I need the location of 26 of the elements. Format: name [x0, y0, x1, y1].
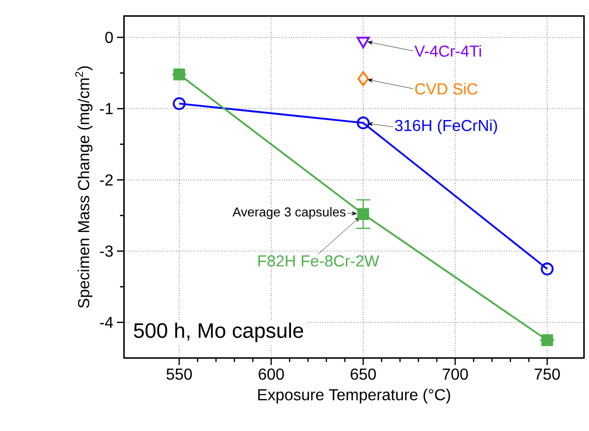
y-axis-title: Specimen Mass Change (mg/cm$^{2}$): [75, 66, 92, 308]
x-tick-label: 600: [258, 368, 284, 380]
series-label: F82H Fe-8Cr-2W: [258, 255, 380, 267]
y-tick-label: -1: [100, 103, 113, 114]
point: [356, 36, 370, 48]
annotation: 500 h, Mo capsule: [134, 322, 304, 342]
x-tick-label: 700: [442, 368, 468, 380]
point: [172, 97, 186, 110]
y-tick-label: -3: [100, 245, 113, 257]
point: [356, 116, 370, 130]
point: [173, 68, 186, 80]
text: V-4Cr-4Ti: [414, 45, 481, 57]
text: CVD SiC: [415, 82, 478, 95]
x-axis-title: Exposure Temperature (°C): [258, 388, 450, 404]
annotation: Average 3 capsules: [232, 207, 346, 220]
x-tick-label: 750: [534, 368, 560, 380]
point: [540, 262, 554, 276]
y-tick-label: 0: [105, 32, 113, 44]
series-label: 316H (FeCrNi): [395, 119, 498, 134]
x-tick-label: 650: [350, 368, 376, 380]
y-tick-label: -4: [100, 316, 114, 328]
point: [357, 71, 369, 86]
point: [357, 208, 370, 220]
y-tick-label: -2: [100, 174, 113, 186]
point: [541, 334, 554, 346]
x-tick-label: 550: [166, 368, 192, 380]
